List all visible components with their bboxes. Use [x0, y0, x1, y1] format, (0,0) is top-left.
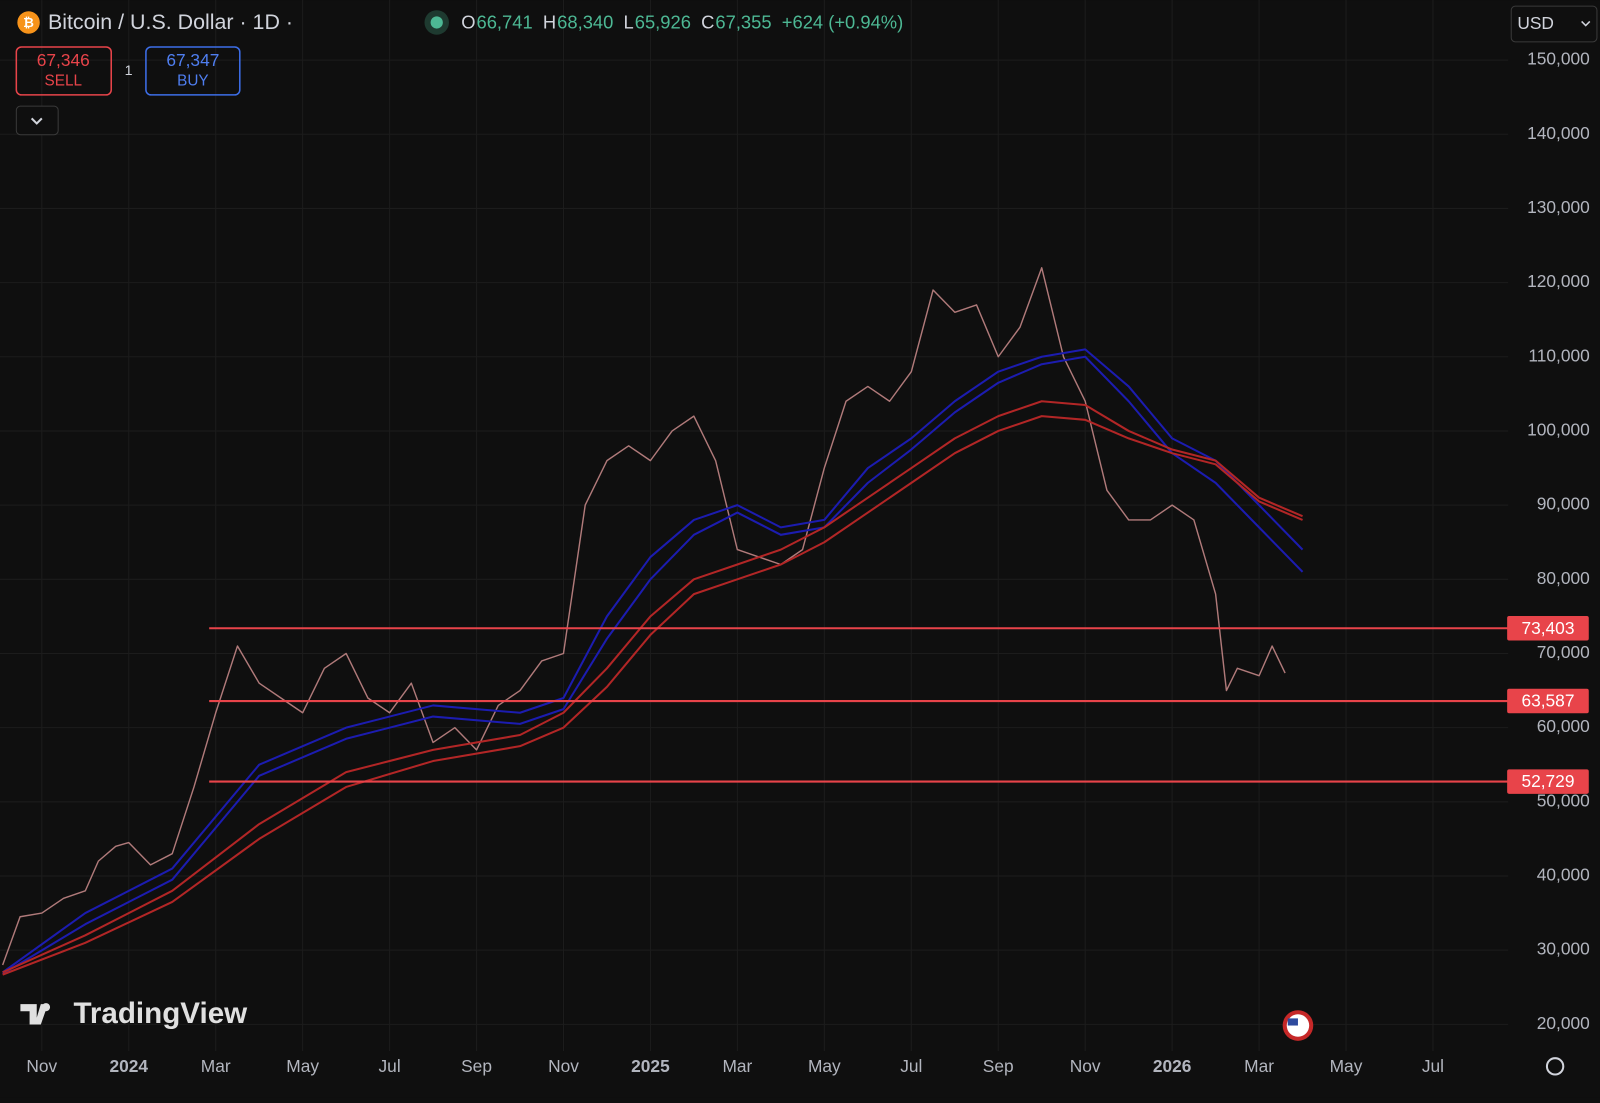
x-tick-label: Sep	[461, 1056, 492, 1076]
level-badge	[1507, 615, 1589, 641]
currency-select[interactable]	[1510, 5, 1598, 43]
grid	[0, 0, 1509, 1052]
y-tick-label: 130,000	[1527, 197, 1590, 217]
watermark: TradingView	[73, 997, 248, 1030]
status-dot	[430, 16, 443, 29]
ohlc-key: O	[461, 11, 475, 32]
x-tick-label: Mar	[1244, 1056, 1274, 1076]
x-tick-label: Jul	[1422, 1056, 1444, 1076]
x-tick-label: 2025	[631, 1056, 670, 1076]
y-tick-label: 120,000	[1527, 271, 1590, 291]
series-line	[2, 355, 1304, 975]
ohlc-value: 67,355	[715, 11, 771, 32]
change: +624 (+0.94%)	[782, 11, 903, 32]
y-tick-label: 80,000	[1537, 568, 1590, 588]
chevron	[1581, 20, 1591, 27]
ohlc-key: H	[543, 11, 556, 32]
y-tick-label: 110,000	[1528, 345, 1589, 365]
x-tick-label: May	[1330, 1056, 1363, 1076]
y-tick-label: 150,000	[1527, 49, 1590, 69]
x-tick-label: 2024	[109, 1056, 148, 1076]
chevron	[30, 117, 43, 125]
buy-price: 67,347	[166, 50, 219, 70]
level-label: 63,587	[1521, 691, 1574, 711]
level-badge	[1507, 688, 1589, 714]
ohlc-key: C	[701, 11, 714, 32]
x-tick-label: Mar	[722, 1056, 752, 1076]
ohlc: O 66,741 H 68,340 L 65,926 C 67,355	[461, 11, 771, 32]
x-tick-label: Sep	[983, 1056, 1014, 1076]
level-label: 52,729	[1521, 771, 1574, 791]
settings-icon[interactable]	[1545, 1057, 1565, 1076]
x-tick-label: Nov	[1070, 1056, 1101, 1076]
ohlc-value: 65,926	[635, 11, 691, 32]
plot	[1, 267, 1304, 976]
series-line	[1, 267, 1286, 966]
flag-canton	[1287, 1018, 1298, 1026]
series-line	[2, 415, 1303, 976]
series-line	[2, 348, 1304, 974]
x-tick-label: May	[808, 1056, 841, 1076]
y-tick-label: 40,000	[1537, 865, 1590, 885]
x-tick-label: Jul	[379, 1056, 401, 1076]
buy-button[interactable]	[145, 46, 241, 96]
quantity: 1	[125, 63, 133, 79]
levels: 73,403 63,587 52,729	[209, 615, 1589, 794]
x-tick-label: Mar	[201, 1056, 231, 1076]
y-tick-label: 140,000	[1527, 123, 1590, 143]
y-tick-label: 50,000	[1537, 790, 1590, 810]
sell-button[interactable]	[15, 46, 112, 96]
sell-label: SELL	[45, 73, 82, 90]
ohlc-value: 66,741	[477, 11, 533, 32]
level-label: 73,403	[1521, 618, 1574, 638]
buy-label: BUY	[177, 73, 208, 90]
y-tick-label: 30,000	[1537, 939, 1590, 959]
x-tick-label: Nov	[548, 1056, 579, 1076]
ohlc-value: 68,340	[557, 11, 613, 32]
ohlc-key: L	[624, 11, 634, 32]
y-tick-label: 60,000	[1537, 716, 1590, 736]
y-tick-label: 70,000	[1537, 642, 1590, 662]
logo	[20, 1003, 51, 1025]
y-tick-label: 90,000	[1537, 494, 1590, 514]
x-tick-label: 2026	[1153, 1056, 1192, 1076]
collapse-button[interactable]	[15, 105, 59, 136]
y-tick-label: 20,000	[1537, 1013, 1590, 1033]
axes: 20,000 30,000 40,000 50,000 60,000 70,000 80,0…	[26, 49, 1589, 1076]
y-tick-label: 100,000	[1527, 420, 1590, 440]
currency: USD	[1517, 13, 1554, 33]
series-line	[2, 400, 1303, 974]
x-tick-label: Nov	[26, 1056, 57, 1076]
symbol-title[interactable]: Bitcoin / U.S. Dollar · 1D ·	[48, 10, 293, 34]
symbol-icon-glyph: ₿	[23, 15, 34, 30]
level-badge	[1507, 769, 1589, 794]
sell-price: 67,346	[37, 50, 90, 70]
x-tick-label: Jul	[900, 1056, 922, 1076]
x-tick-label: May	[286, 1056, 319, 1076]
symbol-icon	[17, 11, 40, 34]
